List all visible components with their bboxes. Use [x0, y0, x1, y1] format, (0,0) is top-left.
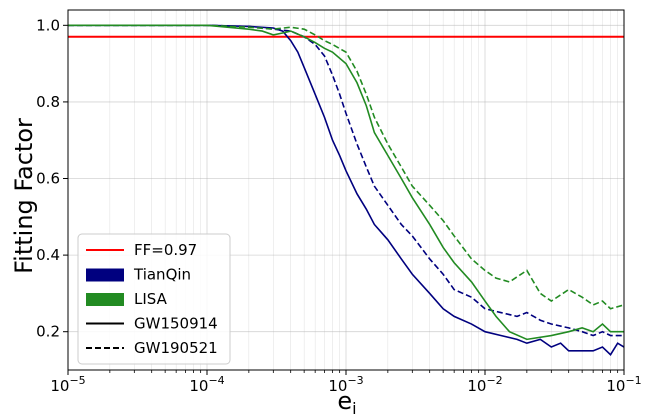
x-axis-title-subscript: i	[352, 399, 356, 417]
x-tick-label-base: 10	[50, 377, 69, 395]
legend-swatch-tianqin	[86, 268, 124, 282]
y-tick-label: 0.2	[36, 323, 60, 341]
x-tick-label: 10−2	[467, 374, 502, 395]
x-tick-label: 10−1	[606, 374, 641, 395]
legend-label: LISA	[134, 290, 168, 308]
legend-label: TianQin	[133, 266, 191, 284]
x-tick-label-exponent: −3	[347, 374, 363, 387]
y-tick-label: 0.8	[36, 93, 60, 111]
x-tick-label: 10−4	[189, 374, 224, 395]
grid	[67, 10, 624, 370]
y-tick-label: 1.0	[36, 16, 60, 34]
legend-label: FF=0.97	[134, 241, 197, 259]
x-tick-label: 10−5	[50, 374, 85, 395]
series-line-lisa-gw190521	[68, 24, 624, 310]
legend-label: GW190521	[134, 339, 218, 357]
x-tick-label-exponent: −4	[208, 374, 224, 387]
y-tick-label: 0.4	[36, 246, 60, 264]
ticks: 10−5 10−4 10−3 10−2 10−10.20.40.60.81.0	[36, 16, 642, 395]
x-tick-label: 10−3	[328, 374, 363, 395]
x-axis-title-main: e	[337, 387, 352, 415]
x-axis-title: ei	[337, 387, 356, 417]
legend-swatch-lisa	[86, 293, 124, 306]
legend: FF=0.97 TianQin LISA GW150914 GW190521	[77, 233, 231, 365]
series-line-tianqin-gw190521	[68, 24, 624, 337]
series-line-tianqin-gw150914	[68, 24, 624, 356]
series-line-lisa-gw150914	[68, 24, 624, 341]
x-tick-label-exponent: −1	[625, 374, 641, 387]
y-tick-label: 0.6	[36, 170, 60, 188]
x-tick-label-base: 10	[328, 377, 347, 395]
x-tick-label-base: 10	[606, 377, 625, 395]
x-tick-label-base: 10	[467, 377, 486, 395]
x-tick-label-exponent: −2	[486, 374, 502, 387]
x-tick-label-base: 10	[189, 377, 208, 395]
legend-label: GW150914	[134, 315, 218, 333]
x-tick-label-exponent: −5	[69, 374, 85, 387]
legend-box	[77, 233, 231, 365]
y-axis-title: Fitting Factor	[10, 118, 38, 274]
series-group	[68, 24, 624, 356]
